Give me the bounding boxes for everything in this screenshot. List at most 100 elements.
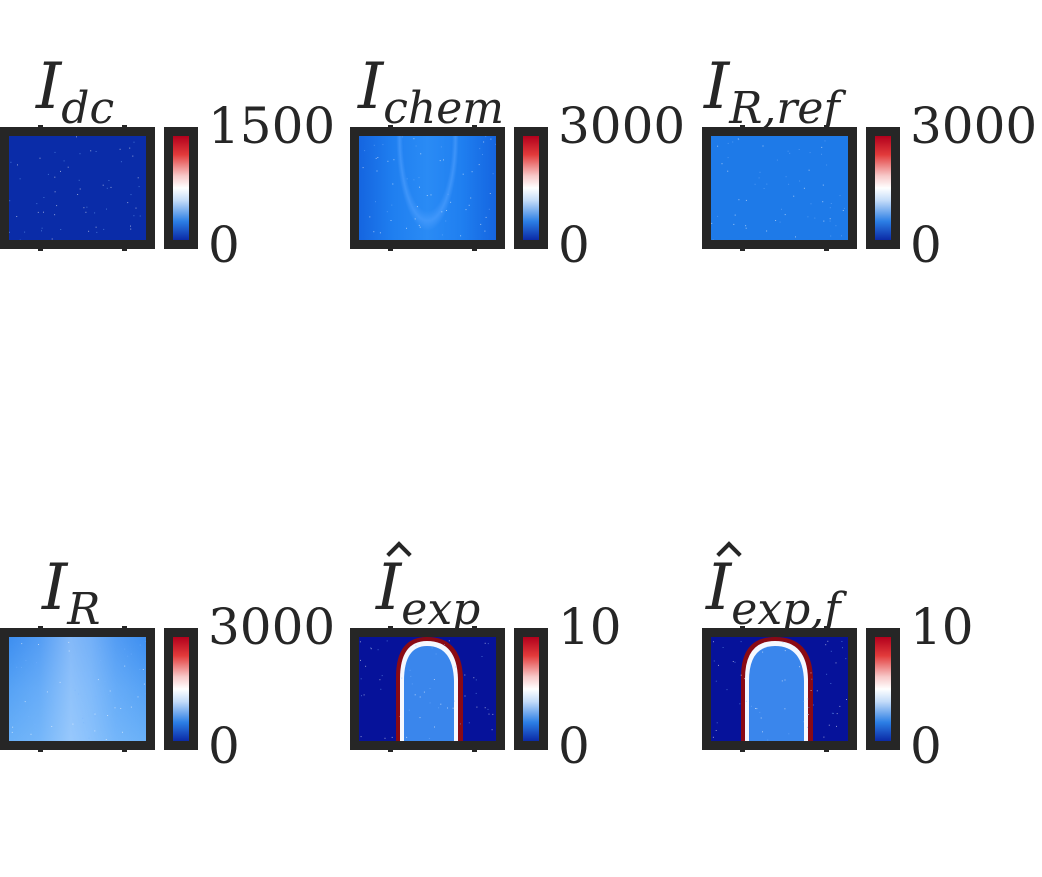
colorbar-max-label: 3000 [910,97,1038,155]
noise-speck [41,227,43,229]
noise-speck [799,180,801,182]
noise-speck [414,218,416,220]
noise-speck [56,205,58,207]
noise-speck [24,231,26,233]
noise-speck [116,724,117,726]
noise-speck [732,661,734,662]
noise-speck [487,643,489,645]
noise-speck [484,707,486,709]
noise-speck [459,723,461,725]
noise-speck [775,220,777,221]
panel-title: Ichem [358,50,504,134]
noise-speck [88,230,90,232]
noise-speck [370,647,372,649]
colorbar-max-label: 3000 [558,97,686,155]
heatmap-image [0,127,155,249]
noise-speck [762,145,764,147]
noise-speck [21,666,22,668]
axis-tick [122,125,127,134]
axis-tick [824,242,829,251]
noise-speck [738,199,740,201]
noise-speck [829,207,831,209]
noise-speck [130,225,131,227]
noise-speck [120,708,122,709]
heatmap-field [9,136,146,240]
noise-speck [717,145,719,147]
noise-speck [826,164,828,166]
noise-speck [124,648,126,650]
noise-speck [480,223,482,225]
noise-speck [726,689,728,691]
noise-speck [420,153,422,155]
noise-speck [781,680,783,682]
noise-speck [455,666,456,668]
noise-speck [433,679,435,680]
noise-speck [94,730,96,732]
noise-speck [431,647,433,649]
axis-tick [740,242,745,251]
noise-speck [836,713,838,715]
noise-speck [475,679,477,681]
noise-speck [419,186,420,188]
title-base: I [706,551,732,625]
heatmap-field [711,136,848,240]
noise-speck [386,211,388,213]
noise-speck [439,160,441,162]
noise-speck [447,193,449,195]
noise-speck [416,206,418,208]
noise-speck [105,739,107,740]
noise-speck [784,650,786,652]
noise-speck [490,138,492,140]
noise-speck [391,204,393,206]
axis-tick [824,626,829,635]
noise-speck [130,228,132,230]
noise-speck [426,195,428,196]
noise-speck [94,713,96,715]
noise-speck [415,145,417,147]
noise-speck [102,184,104,186]
noise-speck [787,150,789,152]
noise-speck [808,169,810,171]
panel-i-chem: Ichem 3000 0 [350,50,695,273]
noise-speck [839,195,841,197]
noise-speck [830,235,832,237]
noise-speck [429,702,431,704]
noise-speck [488,208,490,210]
noise-speck [492,173,494,175]
heatmap-noise [9,136,141,240]
noise-speck [90,150,92,152]
noise-speck [103,707,105,709]
axis-tick [388,125,393,134]
noise-speck [456,696,458,697]
noise-speck [788,733,790,735]
noise-speck [762,651,764,653]
axis-tick [824,125,829,134]
noise-speck [85,211,87,213]
noise-speck [822,184,824,186]
noise-speck [76,136,77,138]
noise-speck [410,675,412,677]
noise-speck [471,171,473,173]
noise-speck [473,677,475,679]
noise-speck [373,144,375,146]
heatmap-image [0,628,155,750]
noise-speck [803,701,805,702]
noise-speck [360,659,361,661]
noise-speck [41,230,42,232]
noise-speck [379,232,381,234]
colorbar-min-label: 0 [208,216,240,274]
colorbar-min-label: 0 [208,717,240,775]
noise-speck [95,696,97,697]
noise-speck [734,214,736,216]
noise-speck [377,157,379,158]
noise-speck [106,187,108,189]
noise-speck [54,191,56,193]
noise-speck [11,731,13,733]
noise-speck [487,708,489,710]
noise-speck [745,700,747,702]
noise-speck [740,641,742,643]
noise-speck [810,690,812,691]
noise-speck [829,220,831,222]
noise-speck [418,177,420,179]
noise-speck [845,658,847,660]
